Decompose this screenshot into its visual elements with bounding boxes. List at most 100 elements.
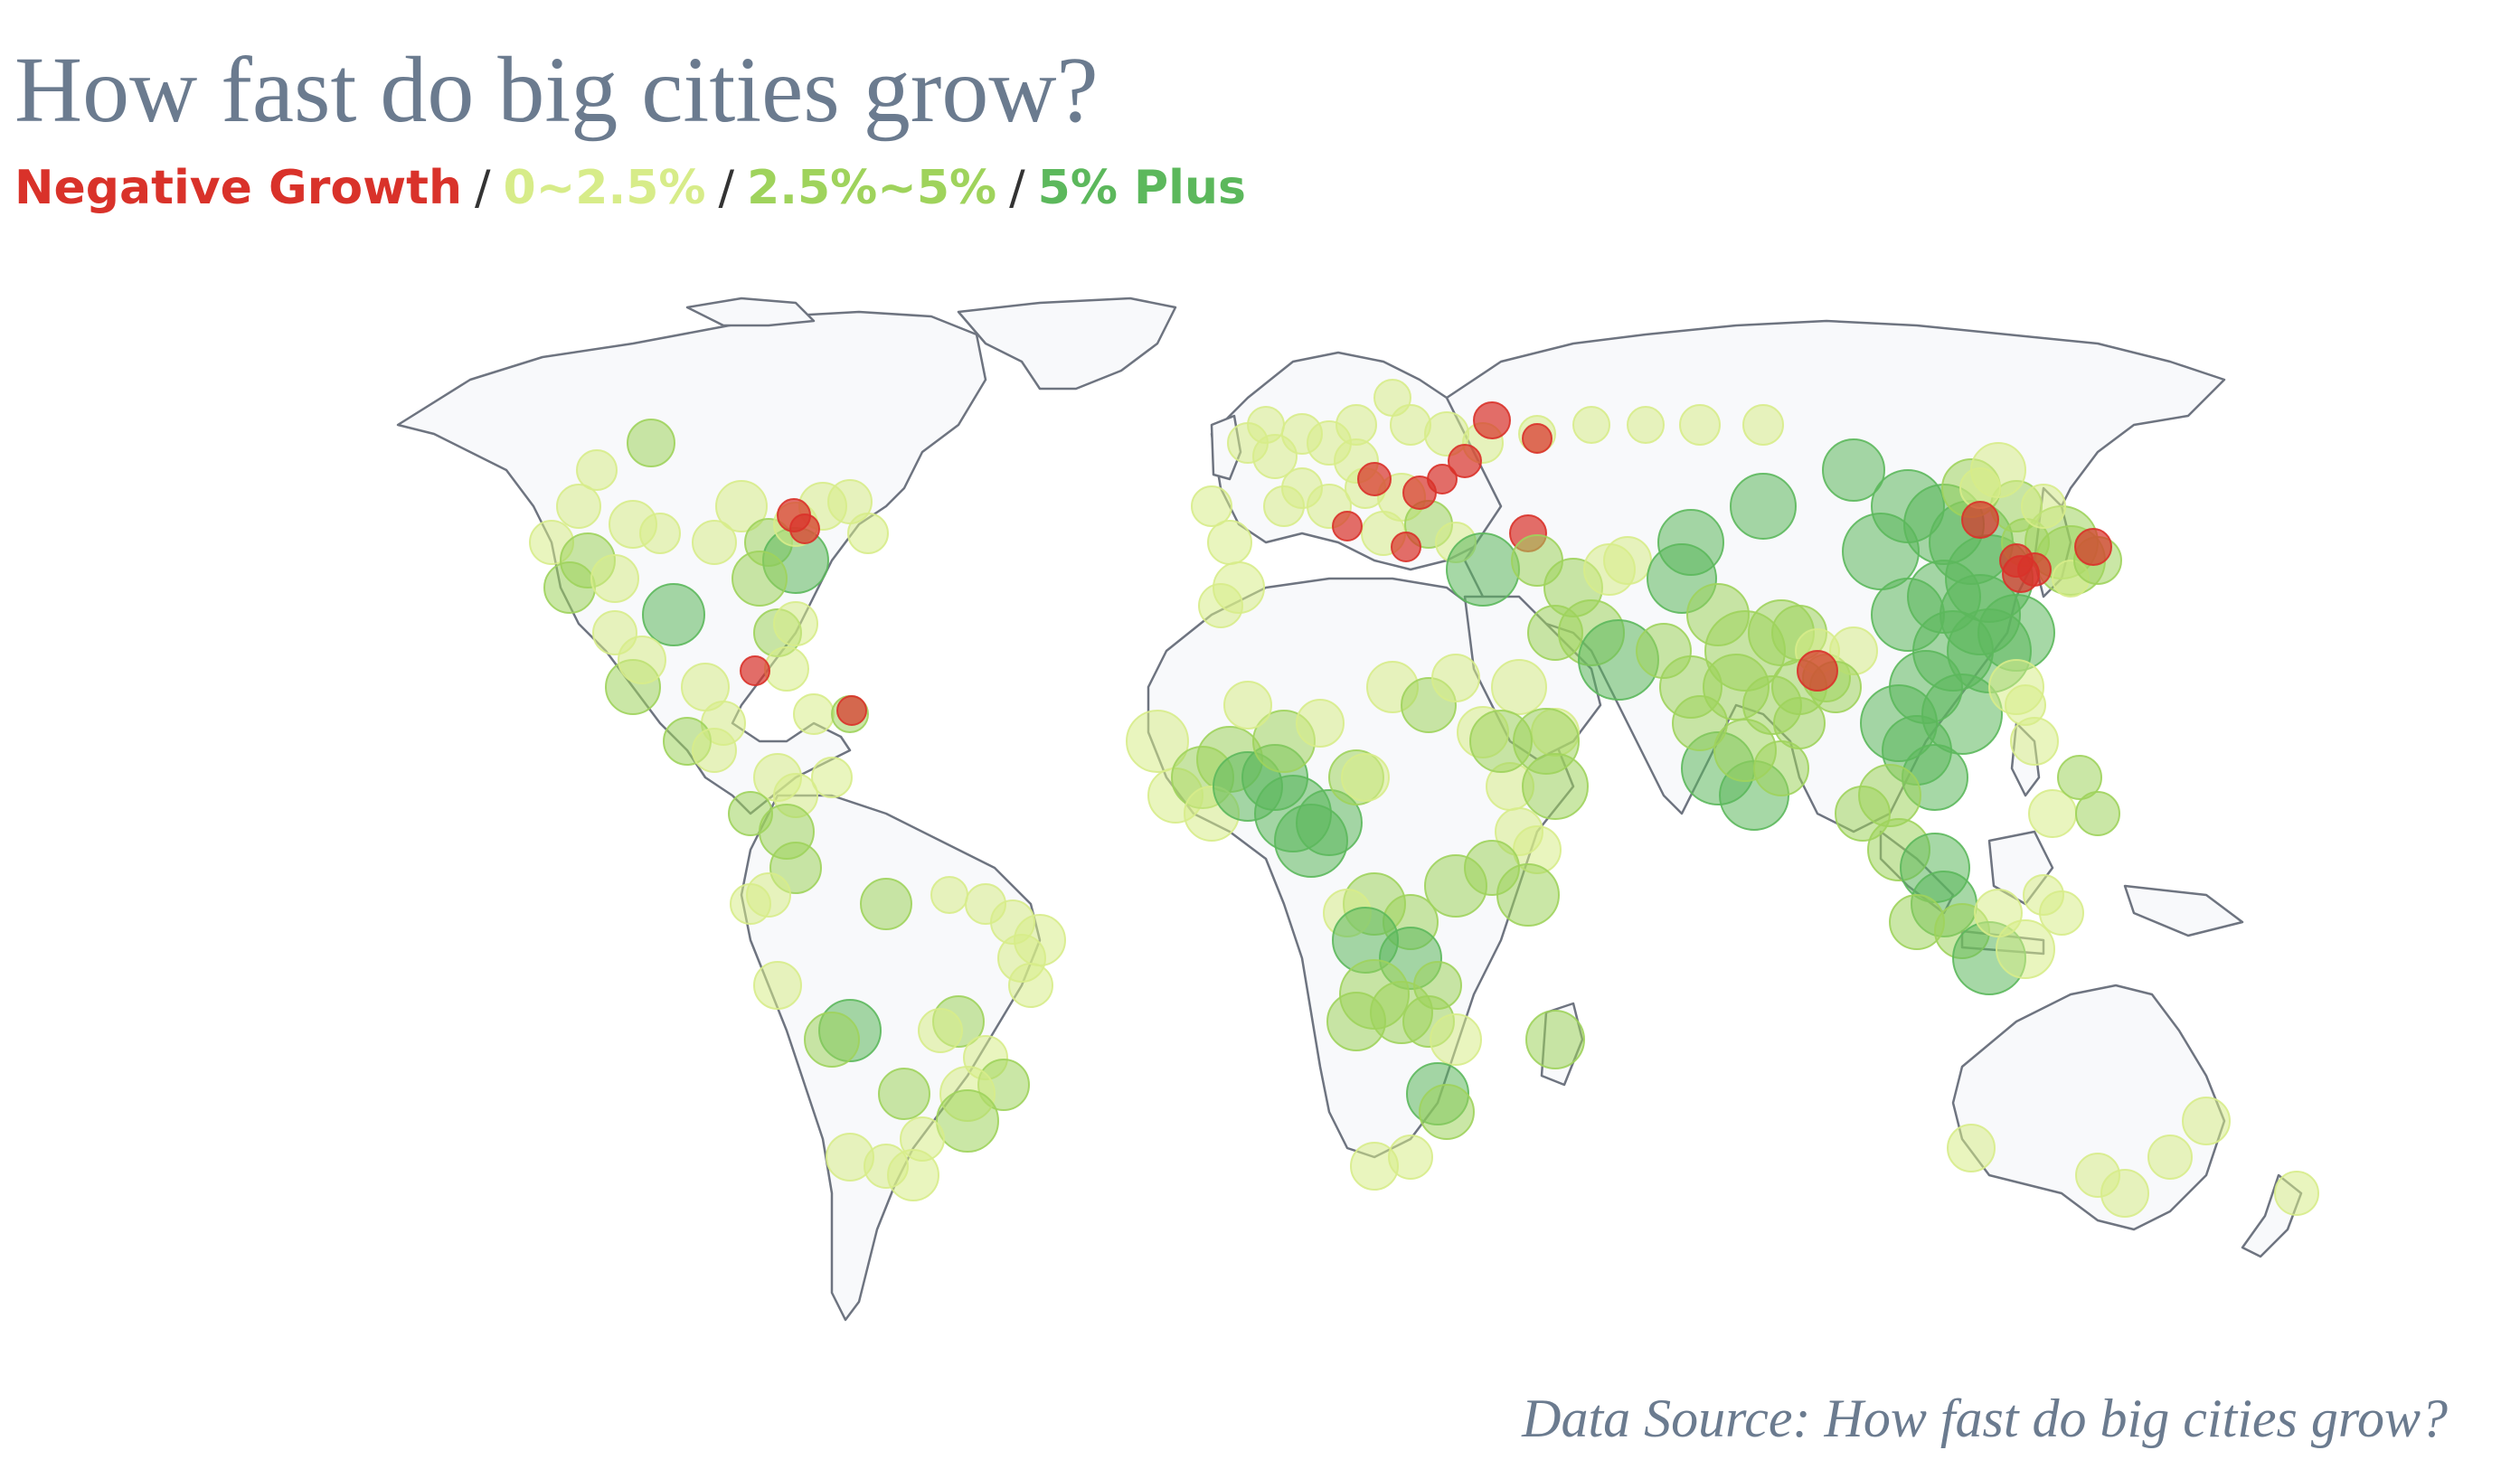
low-growth-city-bubble	[1742, 404, 1784, 446]
north-america-landmass	[396, 310, 987, 815]
low-growth-city-bubble	[639, 513, 681, 554]
legend: Negative Growth/0~2.5%/2.5%~5%/5% Plus	[14, 161, 1246, 215]
low-growth-city-bubble	[1572, 406, 1610, 444]
low-growth-city-bubble	[764, 646, 809, 692]
mid-growth-city-bubble	[731, 551, 788, 607]
city-bubbles	[529, 379, 2319, 1218]
low-growth-city-bubble	[2005, 684, 2046, 726]
low-growth-city-bubble	[1495, 807, 1543, 856]
low-growth-city-bubble	[692, 520, 737, 565]
low-growth-city-bubble	[1341, 753, 1390, 802]
legend-mid: 2.5%~5%	[747, 161, 997, 215]
low-growth-city-bubble	[1679, 404, 1721, 446]
low-growth-city-bubble	[918, 1008, 963, 1053]
legend-separator: /	[718, 161, 735, 215]
legend-high: 5% Plus	[1037, 161, 1246, 215]
mid-growth-city-bubble	[2075, 791, 2120, 836]
high-growth-city-bubble	[1446, 532, 1520, 607]
low-growth-city-bubble	[592, 610, 637, 655]
low-growth-city-bubble	[887, 1149, 939, 1201]
mid-growth-city-bubble	[1753, 740, 1809, 796]
legend-low: 0~2.5%	[503, 161, 706, 215]
negative-growth-city-bubble	[1473, 401, 1511, 439]
low-growth-city-bubble	[2147, 1135, 2193, 1180]
legend-separator: /	[1009, 161, 1025, 215]
mid-growth-city-bubble	[1496, 863, 1560, 927]
negative-growth-city-bubble	[789, 513, 820, 544]
mid-growth-city-bubble	[543, 561, 596, 614]
low-growth-city-bubble	[576, 449, 618, 491]
mid-growth-city-bubble	[804, 1012, 860, 1068]
negative-growth-city-bubble	[1357, 462, 1392, 496]
legend-negative: Negative Growth	[14, 161, 463, 215]
low-growth-city-bubble	[2021, 484, 2066, 529]
low-growth-city-bubble	[730, 883, 771, 925]
mid-growth-city-bubble	[1522, 753, 1589, 820]
mid-growth-city-bubble	[1527, 605, 1583, 661]
low-growth-city-bubble	[1996, 919, 2055, 979]
low-growth-city-bubble	[1947, 1124, 1996, 1172]
mid-growth-city-bubble	[1672, 695, 1728, 751]
low-growth-city-bubble	[2010, 717, 2059, 766]
low-growth-city-bubble	[1223, 681, 1272, 730]
high-growth-city-bubble	[642, 583, 705, 646]
mid-growth-city-bubble	[1424, 854, 1487, 918]
low-growth-city-bubble	[692, 728, 737, 773]
low-growth-city-bubble	[2100, 1169, 2149, 1218]
mid-growth-city-bubble	[878, 1068, 930, 1120]
negative-growth-city-bubble	[2074, 528, 2112, 566]
high-growth-city-bubble	[1730, 473, 1797, 540]
low-growth-city-bubble	[2182, 1097, 2231, 1145]
low-growth-city-bubble	[930, 876, 968, 914]
mid-growth-city-bubble	[1419, 1084, 1475, 1140]
low-growth-city-bubble	[773, 601, 818, 646]
negative-growth-city-bubble	[1448, 444, 1482, 478]
low-growth-city-bubble	[1207, 520, 1252, 565]
low-growth-city-bubble	[556, 484, 601, 529]
low-growth-city-bubble	[1388, 1135, 1433, 1180]
new-guinea-landmass	[2123, 884, 2244, 937]
mid-growth-city-bubble	[1525, 1010, 1585, 1069]
low-growth-city-bubble	[1974, 889, 2023, 937]
low-growth-city-bubble	[1191, 485, 1232, 527]
data-source: Data Source: How fast do big cities grow…	[1522, 1389, 2448, 1448]
mid-growth-city-bubble	[627, 419, 675, 467]
mid-growth-city-bubble	[2057, 755, 2102, 800]
mid-growth-city-bubble	[1326, 992, 1386, 1051]
high-growth-city-bubble	[1657, 509, 1724, 576]
low-growth-city-bubble	[2274, 1171, 2319, 1216]
negative-growth-city-bubble	[1961, 501, 1999, 539]
low-growth-city-bubble	[1390, 404, 1431, 446]
low-growth-city-bubble	[811, 757, 853, 798]
negative-growth-city-bubble	[836, 695, 867, 726]
negative-growth-city-bubble	[1427, 464, 1458, 494]
mid-growth-city-bubble	[1835, 786, 1891, 842]
greenland-landmass	[957, 297, 1177, 391]
low-growth-city-bubble	[1603, 536, 1652, 585]
arctic-islands-landmass	[685, 297, 816, 327]
low-growth-city-bubble	[1431, 654, 1480, 702]
legend-separator: /	[475, 161, 491, 215]
high-growth-city-bubble	[1822, 438, 1885, 502]
mid-growth-city-bubble	[1469, 710, 1533, 773]
low-growth-city-bubble	[1296, 699, 1345, 748]
negative-growth-city-bubble	[1332, 511, 1363, 541]
low-growth-city-bubble	[2023, 874, 2064, 916]
negative-growth-city-bubble	[1522, 423, 1553, 454]
low-growth-city-bubble	[590, 554, 639, 603]
page-title: How fast do big cities grow?	[14, 38, 1099, 142]
mid-growth-city-bubble	[936, 1089, 999, 1153]
low-growth-city-bubble	[1126, 710, 1189, 773]
low-growth-city-bubble	[1008, 963, 1053, 1008]
low-growth-city-bubble	[1627, 406, 1665, 444]
negative-growth-city-bubble	[740, 655, 770, 686]
low-growth-city-bubble	[715, 480, 768, 532]
mid-growth-city-bubble	[860, 878, 912, 930]
low-growth-city-bubble	[793, 693, 835, 735]
low-growth-city-bubble	[1491, 659, 1547, 715]
negative-growth-city-bubble	[1391, 532, 1421, 562]
low-growth-city-bubble	[1198, 583, 1243, 628]
low-growth-city-bubble	[1430, 1013, 1482, 1066]
